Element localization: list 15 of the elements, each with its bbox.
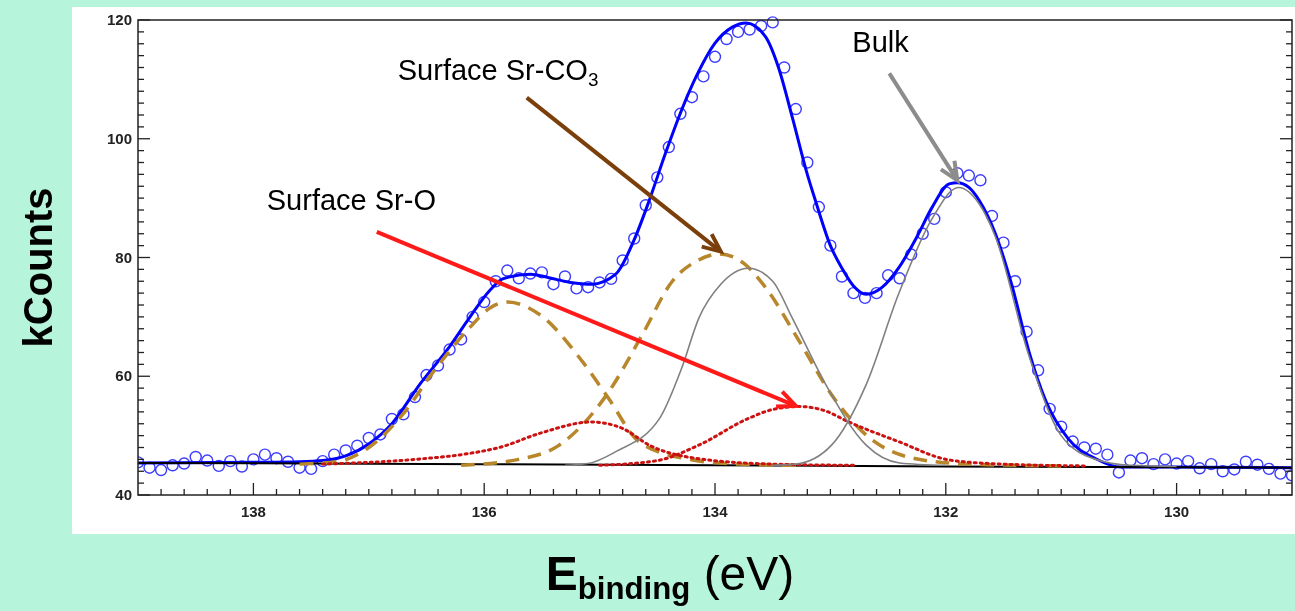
y-tick-label: 40 bbox=[115, 486, 132, 503]
y-tick-label: 80 bbox=[115, 248, 132, 266]
x-tick-label: 138 bbox=[240, 503, 266, 520]
x-tick-label: 136 bbox=[471, 503, 497, 520]
x-tick-label: 130 bbox=[1164, 503, 1190, 520]
y-tick-label: 120 bbox=[106, 11, 132, 28]
x-tick-label: 134 bbox=[702, 503, 729, 520]
y-tick-label: 100 bbox=[106, 129, 132, 147]
x-axis-title: E$_{binding}$ (eV) bbox=[545, 547, 795, 607]
annotation: Bulk bbox=[852, 26, 910, 59]
y-tick-label: 60 bbox=[115, 367, 132, 385]
annotation: Surface Sr-CO$_{3}$ bbox=[397, 53, 599, 90]
annotation: Surface Sr-O bbox=[266, 183, 436, 216]
x-tick-label: 132 bbox=[933, 503, 959, 520]
y-axis-title: kCounts bbox=[16, 187, 60, 348]
